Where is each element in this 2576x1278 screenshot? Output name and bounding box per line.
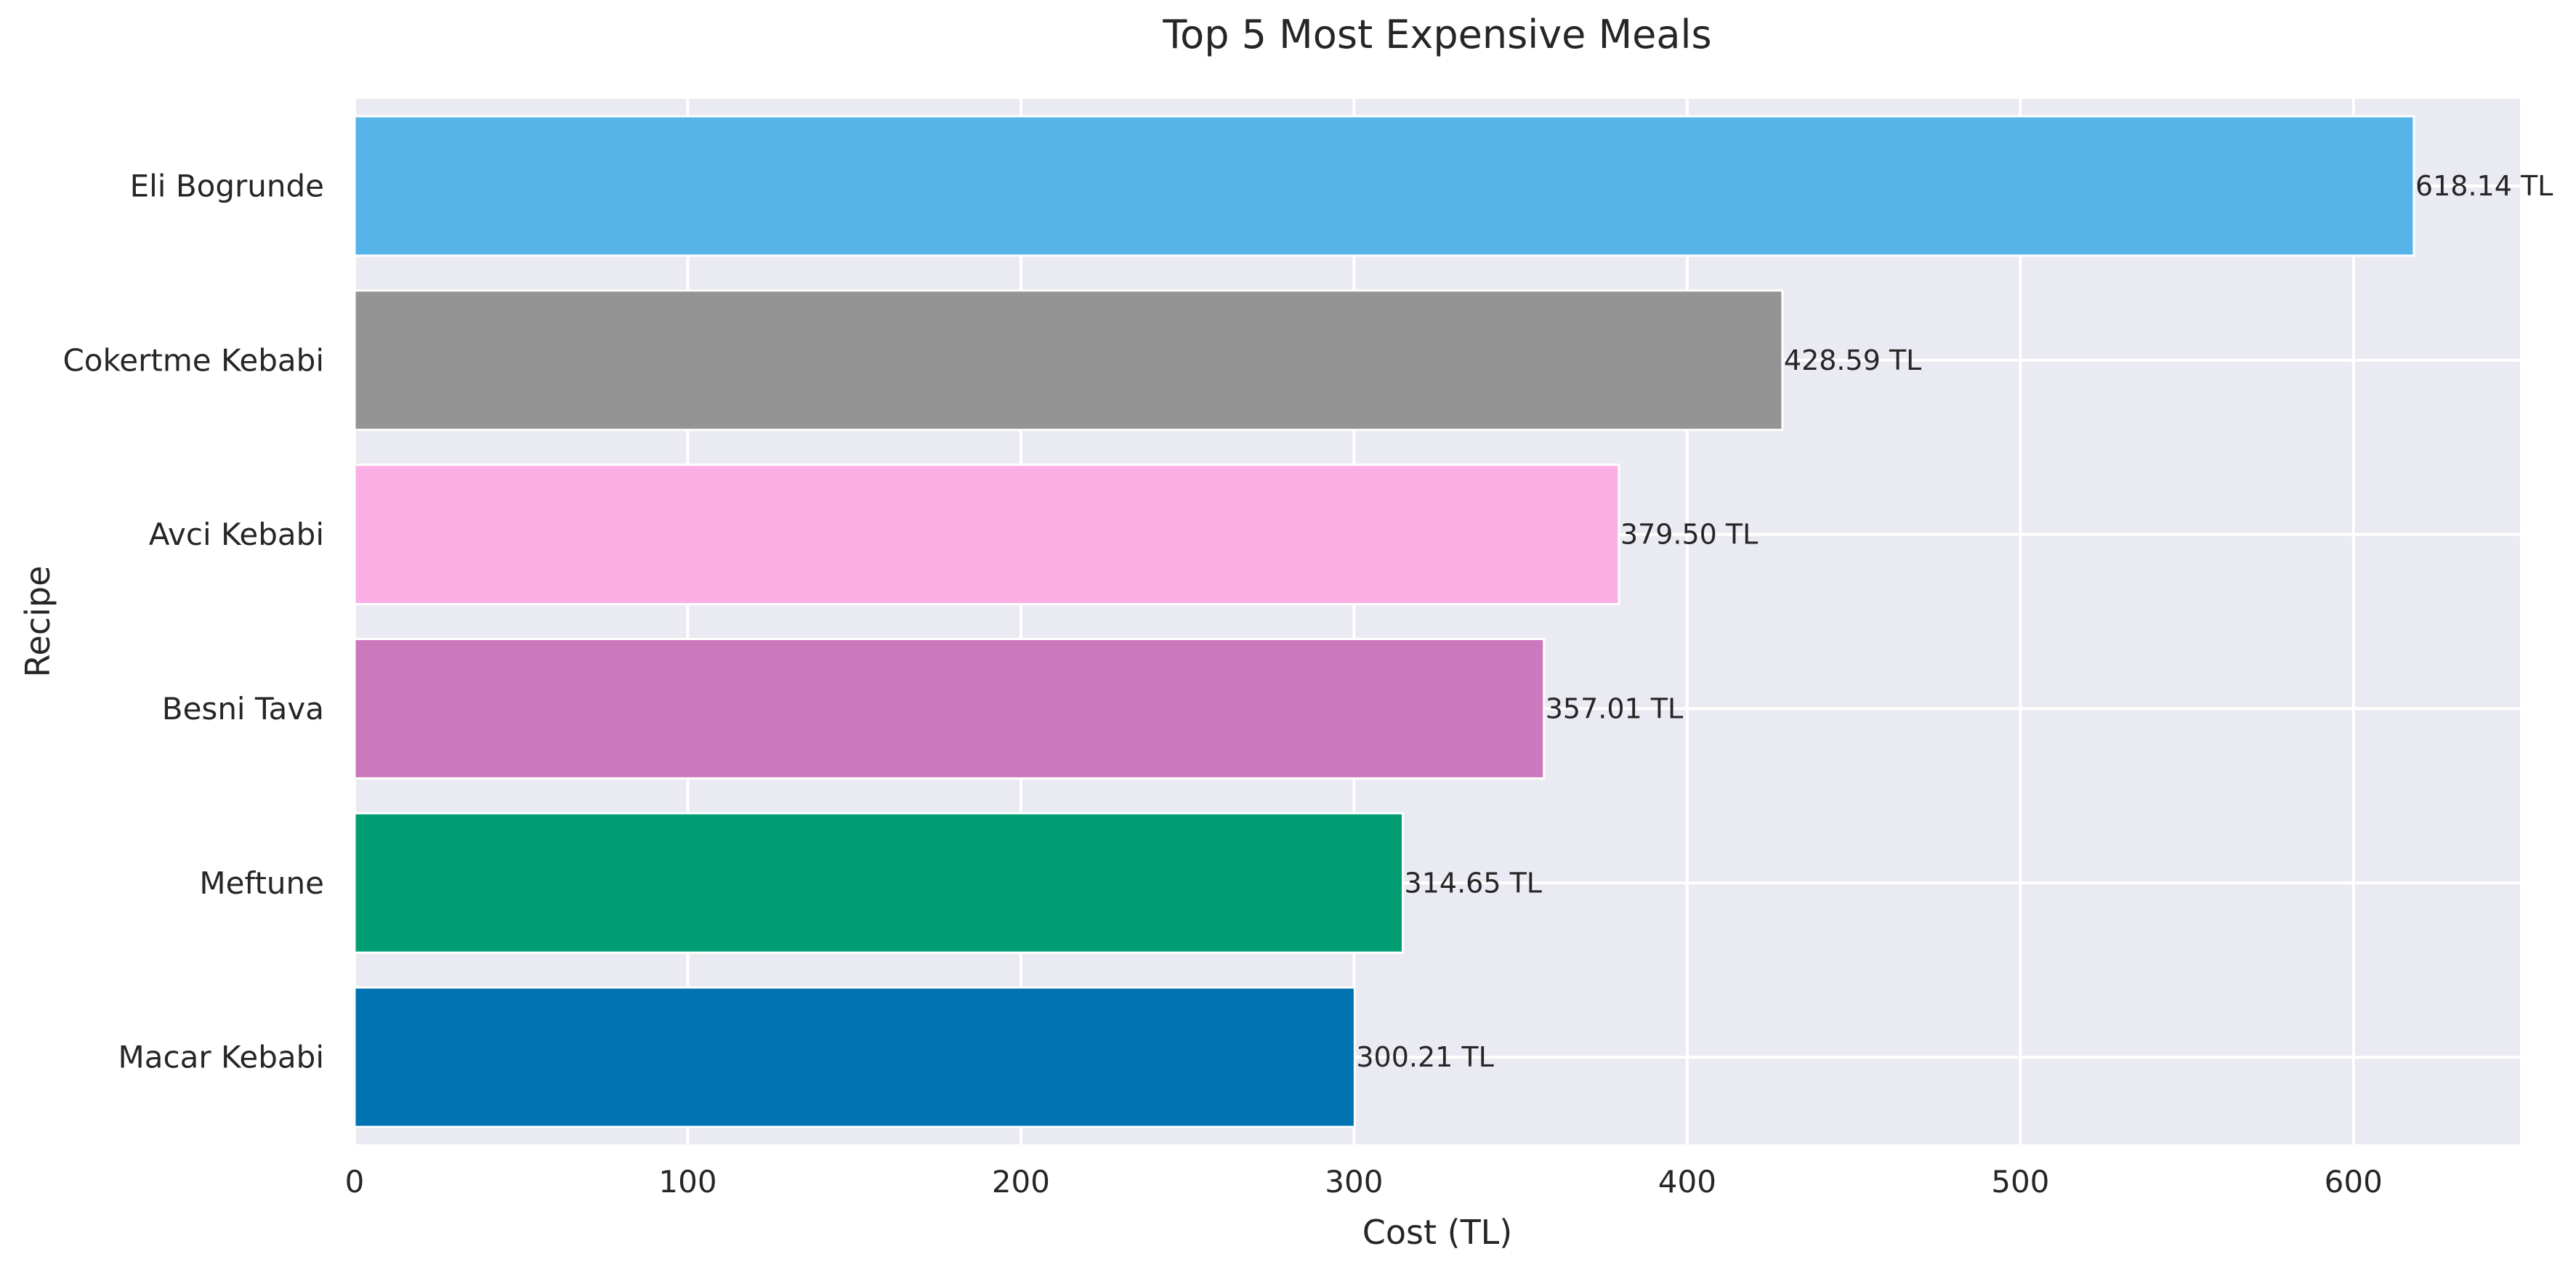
x-tick-label: 0 bbox=[345, 1164, 365, 1200]
y-tick-label: Cokertme Kebabi bbox=[62, 342, 324, 378]
y-tick-label: Eli Bogrunde bbox=[130, 168, 324, 203]
bar-value-label: 379.50 TL bbox=[1620, 519, 1758, 551]
y-tick-label: Macar Kebabi bbox=[118, 1040, 324, 1075]
bar-value-label: 357.01 TL bbox=[1546, 692, 1683, 724]
y-tick-label: Besni Tava bbox=[162, 691, 324, 727]
x-tick-label: 300 bbox=[1325, 1164, 1383, 1200]
chart-title: Top 5 Most Expensive Meals bbox=[1162, 12, 1711, 57]
bar-value-label: 314.65 TL bbox=[1405, 867, 1542, 899]
x-tick-label: 400 bbox=[1658, 1164, 1716, 1200]
plot-area bbox=[355, 99, 2520, 1144]
bar-value-label: 618.14 TL bbox=[2415, 170, 2553, 202]
bar bbox=[353, 812, 1405, 954]
bar bbox=[353, 115, 2415, 257]
bar bbox=[353, 289, 1784, 432]
value-labels: 618.14 TL 428.59 TL 379.50 TL 357.01 TL 314.… bbox=[1356, 170, 2553, 1073]
bar bbox=[353, 464, 1620, 606]
y-axis-label: Recipe bbox=[18, 566, 57, 678]
y-tick-label: Avci Kebabi bbox=[149, 517, 324, 552]
bar-value-label: 300.21 TL bbox=[1356, 1041, 1493, 1073]
bars bbox=[353, 115, 2415, 1128]
x-tick-label: 200 bbox=[992, 1164, 1050, 1200]
x-tick-label: 500 bbox=[1991, 1164, 2049, 1200]
bar bbox=[353, 986, 1356, 1128]
bar-value-label: 428.59 TL bbox=[1784, 344, 1921, 376]
y-tick-labels: Eli Bogrunde Cokertme Kebabi Avci Kebabi Be… bbox=[62, 168, 324, 1075]
bar bbox=[353, 637, 1546, 780]
y-tick-label: Meftune bbox=[199, 865, 324, 901]
x-tick-labels: 0 100 200 300 400 500 600 bbox=[345, 1164, 2383, 1200]
x-tick-label: 600 bbox=[2325, 1164, 2383, 1200]
x-axis-label: Cost (TL) bbox=[1362, 1213, 1513, 1252]
x-tick-label: 100 bbox=[658, 1164, 716, 1200]
